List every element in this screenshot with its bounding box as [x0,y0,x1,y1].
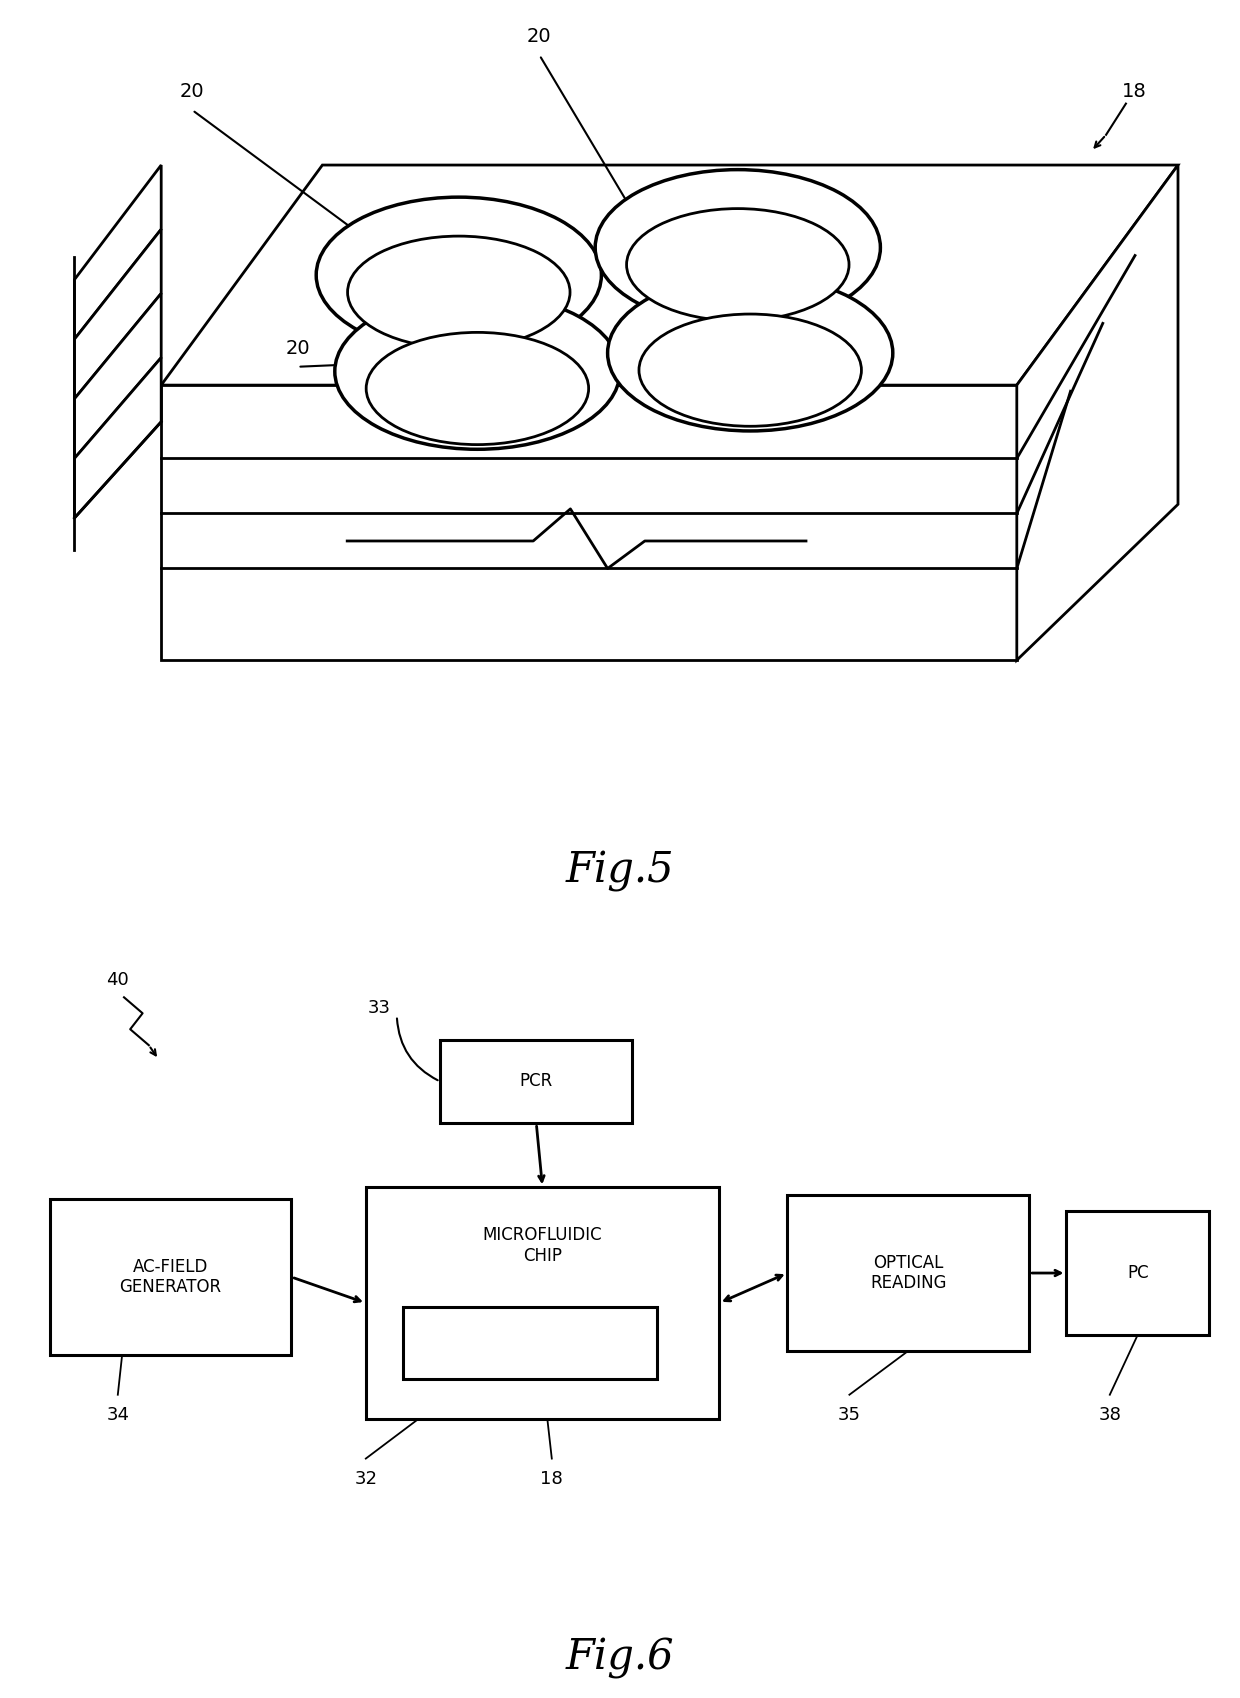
Text: OPTICAL
READING: OPTICAL READING [870,1253,946,1292]
Text: 18: 18 [1122,82,1147,102]
Polygon shape [74,358,161,518]
Text: Fig.6: Fig.6 [565,1637,675,1679]
Ellipse shape [335,294,620,450]
Polygon shape [1017,165,1178,661]
Polygon shape [74,165,161,340]
Bar [366,1187,719,1420]
Bar [440,1039,632,1124]
Polygon shape [74,294,161,458]
Text: 38: 38 [1099,1406,1121,1423]
Bar [1066,1211,1209,1335]
Bar [403,1307,657,1379]
Ellipse shape [608,275,893,431]
Text: 33: 33 [367,998,391,1017]
Text: 34: 34 [107,1406,129,1423]
Text: 18: 18 [541,1469,563,1487]
Ellipse shape [366,333,589,445]
Polygon shape [74,229,161,399]
Ellipse shape [347,236,570,348]
Ellipse shape [626,209,849,321]
Text: MICROFLUIDIC
CHIP: MICROFLUIDIC CHIP [482,1226,603,1265]
Text: 32: 32 [355,1469,377,1487]
Polygon shape [161,385,1017,661]
Text: 20: 20 [285,340,310,358]
Text: 40: 40 [107,971,129,988]
Bar [787,1195,1029,1352]
Polygon shape [161,165,1178,385]
Text: PCR: PCR [520,1073,553,1090]
Text: 20: 20 [527,27,552,46]
Ellipse shape [595,170,880,326]
Text: 20: 20 [180,82,205,102]
Text: 20: 20 [843,307,868,326]
Text: 35: 35 [838,1406,861,1423]
Ellipse shape [639,314,862,426]
Bar [50,1199,291,1355]
Text: PC: PC [1127,1263,1148,1282]
Ellipse shape [316,197,601,353]
Text: Fig.5: Fig.5 [565,851,675,891]
Text: AC-FIELD
GENERATOR: AC-FIELD GENERATOR [119,1258,222,1297]
